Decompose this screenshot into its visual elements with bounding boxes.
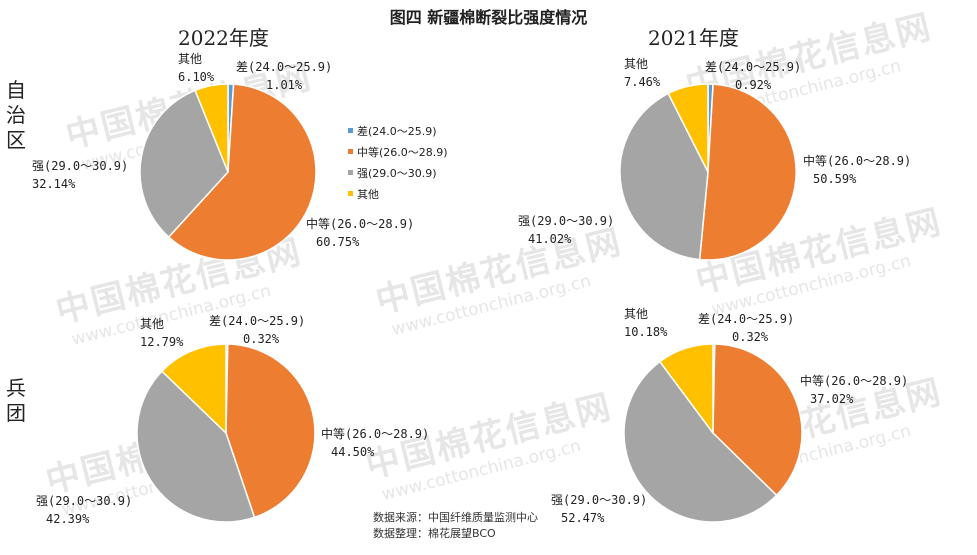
pie1-label-poor: 差(24.0～25.9) 1.01% xyxy=(236,60,333,92)
legend-swatch xyxy=(348,149,353,154)
pie2-slice-medium xyxy=(698,83,797,261)
row-label-region: 自治区 xyxy=(6,78,26,152)
pie4-label-strong: 强(29.0～30.9) 52.47% xyxy=(551,493,648,525)
pie1-label-medium: 中等(26.0～28.9) 60.75% xyxy=(306,217,415,249)
pie1-label-other: 其他 6.10% xyxy=(178,52,215,84)
pie4-label-medium: 中等(26.0～28.9) 37.02% xyxy=(800,374,909,406)
pie2-slice-other xyxy=(667,83,709,173)
legend: 差(24.0～25.9) 中等(26.0～28.9) 强(29.0～30.9) … xyxy=(348,120,448,204)
row-label-corps: 兵团 xyxy=(6,376,26,425)
pie3-label-other: 其他 12.79% xyxy=(140,317,184,349)
pie4-slice-strong xyxy=(623,360,778,523)
pie2-label-medium: 中等(26.0～28.9) 50.59% xyxy=(803,154,912,186)
pie2-label-poor: 差(24.0～25.9) 0.92% xyxy=(705,60,802,92)
legend-item: 强(29.0～30.9) xyxy=(348,162,448,183)
pie3-slice-strong xyxy=(136,370,256,523)
legend-item: 中等(26.0～28.9) xyxy=(348,141,448,162)
source-note: 数据来源：中国纤维质量监测中心 数据整理：棉花展望BCO xyxy=(373,510,538,542)
pie2-label-other: 其他 7.46% xyxy=(624,57,661,89)
legend-swatch xyxy=(348,170,353,175)
source-line: 数据整理：棉花展望BCO xyxy=(373,527,496,540)
legend-item: 其他 xyxy=(348,183,448,204)
pie3-label-medium: 中等(26.0～28.9) 44.50% xyxy=(321,427,430,459)
pie3-slice-medium xyxy=(225,343,316,519)
pie4-label-other: 其他 10.18% xyxy=(624,307,668,339)
pie3-slice-other xyxy=(160,343,227,435)
pie3-label-strong: 强(29.0～30.9) 42.39% xyxy=(36,494,133,526)
legend-item: 差(24.0～25.9) xyxy=(348,120,448,141)
pie4-slice-medium xyxy=(712,343,803,497)
pie3-label-poor: 差(24.0～25.9) 0.32% xyxy=(209,314,306,346)
legend-swatch xyxy=(348,128,353,133)
pie4-slice-other xyxy=(658,343,714,436)
pie4-label-poor: 差(24.0～25.9) 0.32% xyxy=(698,312,795,344)
year-label-2022: 2022年度 xyxy=(178,26,269,50)
chart-title: 图四 新疆棉断裂比强度情况 xyxy=(389,8,588,27)
pie2-label-strong: 强(29.0～30.9) 41.02% xyxy=(518,214,615,246)
year-label-2021: 2021年度 xyxy=(648,26,739,50)
pie2-slice-strong xyxy=(619,92,709,261)
pie1-label-strong: 强(29.0～30.9) 32.14% xyxy=(32,159,129,191)
source-line: 数据来源：中国纤维质量监测中心 xyxy=(373,511,538,524)
pie1-slice-strong xyxy=(139,89,229,239)
pie1-slice-medium xyxy=(167,83,317,261)
legend-swatch xyxy=(348,191,353,196)
pie1-slice-other xyxy=(194,83,229,173)
